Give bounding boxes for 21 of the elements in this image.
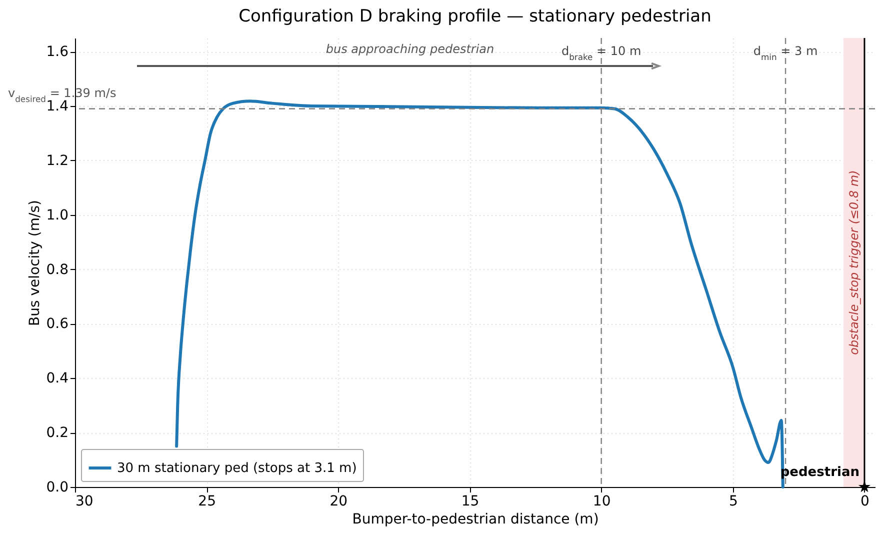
x-tick-label: 5 [728, 494, 738, 510]
x-tick-label: 30 [76, 494, 94, 510]
x-axis-title: Bumper-to-pedestrian distance (m) [352, 512, 599, 528]
x-tick-label: 20 [330, 494, 348, 510]
x-tick-label: 0 [860, 494, 870, 510]
chart-title: Configuration D braking profile — stationary pedestrian [238, 6, 712, 26]
annotation: bus approaching pedestrian [326, 42, 494, 56]
y-tick-label: 0.6 [46, 316, 69, 332]
x-tick-label: 15 [461, 494, 480, 510]
y-tick-label: 0.4 [46, 370, 69, 387]
legend-label: 30 m stationary ped (stops at 3.1 m) [117, 461, 357, 476]
x-tick-label: 25 [198, 494, 216, 510]
band-label: obstacle_stop trigger (≤0.8 m) [846, 170, 861, 355]
y-tick-label: 0.2 [46, 425, 68, 442]
y-tick-label: 1.0 [46, 207, 68, 224]
y-tick-label: 0.0 [46, 480, 68, 496]
y-tick-label: 0.8 [46, 262, 68, 278]
y-axis-title: Bus velocity (m/s) [27, 200, 44, 326]
y-tick-label: 1.2 [46, 152, 68, 169]
y-tick-label: 1.6 [46, 44, 69, 60]
x-tick-label: 10 [592, 494, 611, 510]
